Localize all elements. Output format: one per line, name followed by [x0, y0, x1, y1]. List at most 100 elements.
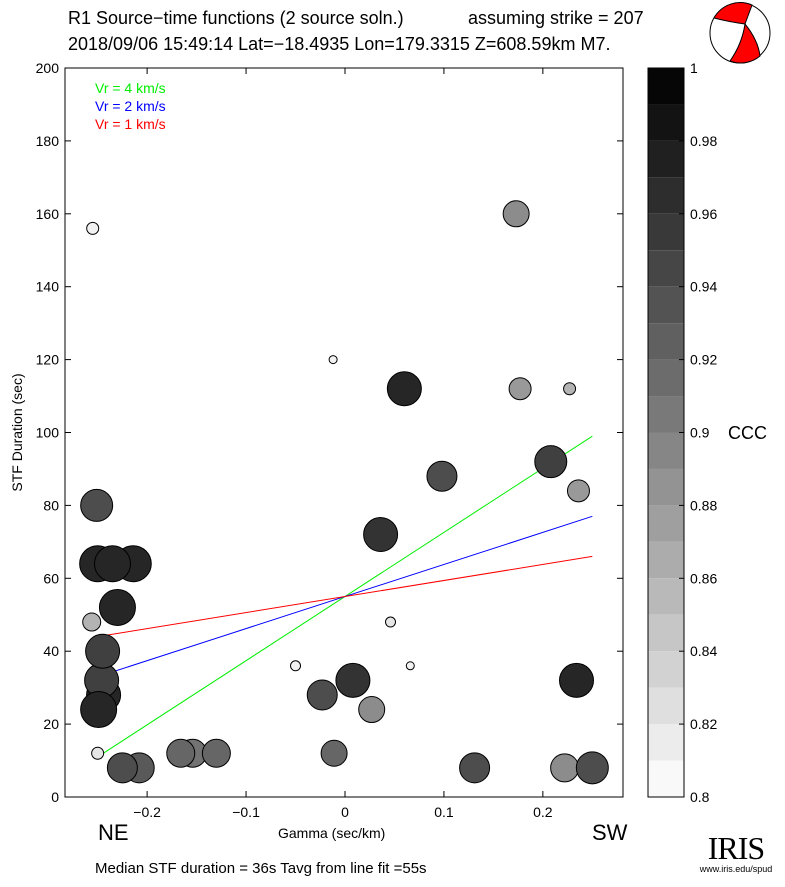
colorbar-band: [648, 541, 684, 579]
data-point: [386, 371, 422, 407]
data-point: [405, 661, 415, 671]
colorbar-band: [648, 286, 684, 324]
colorbar-tick-label: 0.86: [690, 570, 717, 586]
event-info: 2018/09/06 15:49:14 Lat=−18.4935 Lon=179…: [68, 34, 611, 54]
data-point: [86, 221, 100, 235]
y-tick-label: 160: [36, 206, 60, 222]
fit-line: [97, 555, 593, 638]
data-point: [358, 696, 386, 724]
colorbar-band: [648, 505, 684, 542]
y-tick-label: 100: [36, 425, 60, 441]
data-point: [306, 679, 338, 711]
data-point: [426, 460, 458, 492]
data-point: [82, 612, 102, 632]
iris-url: www.iris.edu/spud: [699, 864, 773, 874]
colorbar-band: [648, 651, 684, 688]
data-point: [335, 662, 371, 698]
data-point: [385, 616, 396, 628]
colorbar-band: [648, 323, 684, 360]
y-tick-label: 200: [36, 60, 60, 76]
legend-entry: Vr = 2 km/s: [95, 98, 166, 114]
data-point: [166, 738, 196, 768]
chart-title: R1 Source−time functions (2 source soln.…: [68, 8, 404, 28]
colorbar-tick-label: 0.92: [690, 352, 717, 368]
x-tick-label: 0.1: [434, 804, 454, 820]
data-point: [363, 517, 399, 553]
y-tick-label: 80: [43, 497, 59, 513]
legend-entry: Vr = 1 km/s: [95, 116, 166, 132]
sw-direction-label: SW: [592, 820, 628, 845]
colorbar-tick-label: 0.9: [690, 425, 710, 441]
data-point: [93, 545, 131, 583]
data-point: [328, 355, 338, 365]
colorbar-band: [648, 177, 684, 214]
y-tick-label: 60: [43, 570, 59, 586]
data-point: [320, 739, 348, 767]
colorbar: 0.8 0.82 0.84 0.86 0.88 0.9 0.92 0.94 0.96 0.98 1: [647, 60, 717, 805]
colorbar-band: [648, 614, 684, 652]
data-point: [459, 752, 491, 784]
x-axis-label: Gamma (sec/km): [278, 825, 386, 841]
colorbar-band: [648, 140, 684, 178]
summary-text: Median STF duration = 36s Tavg from line…: [95, 860, 427, 877]
data-point: [106, 752, 138, 784]
colorbar-tick-label: 0.96: [690, 206, 717, 222]
y-tick-label: 20: [43, 716, 59, 732]
x-tick-label: 0.2: [533, 804, 553, 820]
y-axis-label: STF Duration (sec): [9, 373, 25, 491]
colorbar-tick-label: 0.84: [690, 643, 717, 659]
data-point: [290, 660, 302, 672]
colorbar-band: [648, 468, 684, 506]
colorbar-band: [648, 68, 684, 105]
x-tick-label: 0: [341, 804, 349, 820]
colorbar-tick-label: 1: [690, 60, 698, 76]
data-point: [563, 382, 577, 396]
colorbar-band: [648, 104, 684, 141]
plot-axes: 0 20 40 60 80 100 120 140 160 180 200 −0.2 −0.1 0 0.1 0…: [9, 60, 624, 820]
data-point: [98, 588, 136, 626]
colorbar-tick-label: 0.98: [690, 133, 717, 149]
data-points: [79, 200, 609, 785]
iris-logo: IRIS www.iris.edu/spud: [688, 832, 784, 874]
data-point: [575, 751, 609, 785]
data-point: [201, 738, 231, 768]
ne-direction-label: NE: [98, 820, 129, 845]
data-point: [550, 753, 580, 783]
colorbar-tick-label: 0.88: [690, 497, 717, 513]
data-point: [566, 479, 590, 503]
data-point: [80, 691, 118, 729]
x-tick-label: −0.2: [133, 804, 161, 820]
colorbar-tick-label: 0.8: [690, 789, 710, 805]
colorbar-band: [648, 213, 684, 251]
colorbar-band: [648, 578, 684, 615]
iris-logo-text: IRIS: [707, 830, 765, 866]
data-point: [559, 662, 594, 698]
colorbar-band: [648, 760, 684, 797]
beachball-icon: [709, 2, 771, 64]
colorbar-band: [648, 687, 684, 725]
data-point: [534, 445, 568, 479]
colorbar-band: [648, 432, 684, 469]
legend: Vr = 4 km/s Vr = 2 km/s Vr = 1 km/s: [95, 80, 166, 132]
data-point: [502, 200, 530, 228]
data-point: [91, 746, 105, 760]
colorbar-band: [648, 250, 684, 287]
colorbar-band: [648, 359, 684, 397]
data-point: [85, 633, 121, 669]
y-tick-label: 0: [51, 789, 59, 805]
strike-label: assuming strike = 207: [468, 8, 644, 28]
colorbar-band: [648, 396, 684, 433]
colorbar-label: CCC: [728, 423, 767, 443]
x-tick-label: −0.1: [232, 804, 260, 820]
fit-lines: [97, 435, 593, 758]
legend-entry: Vr = 4 km/s: [95, 80, 166, 96]
data-point: [80, 488, 114, 522]
y-tick-label: 120: [36, 352, 60, 368]
y-tick-label: 40: [43, 643, 59, 659]
y-tick-label: 140: [36, 279, 60, 295]
data-point: [508, 377, 532, 401]
colorbar-tick-label: 0.94: [690, 279, 717, 295]
colorbar-tick-label: 0.82: [690, 716, 717, 732]
y-tick-label: 180: [36, 133, 60, 149]
